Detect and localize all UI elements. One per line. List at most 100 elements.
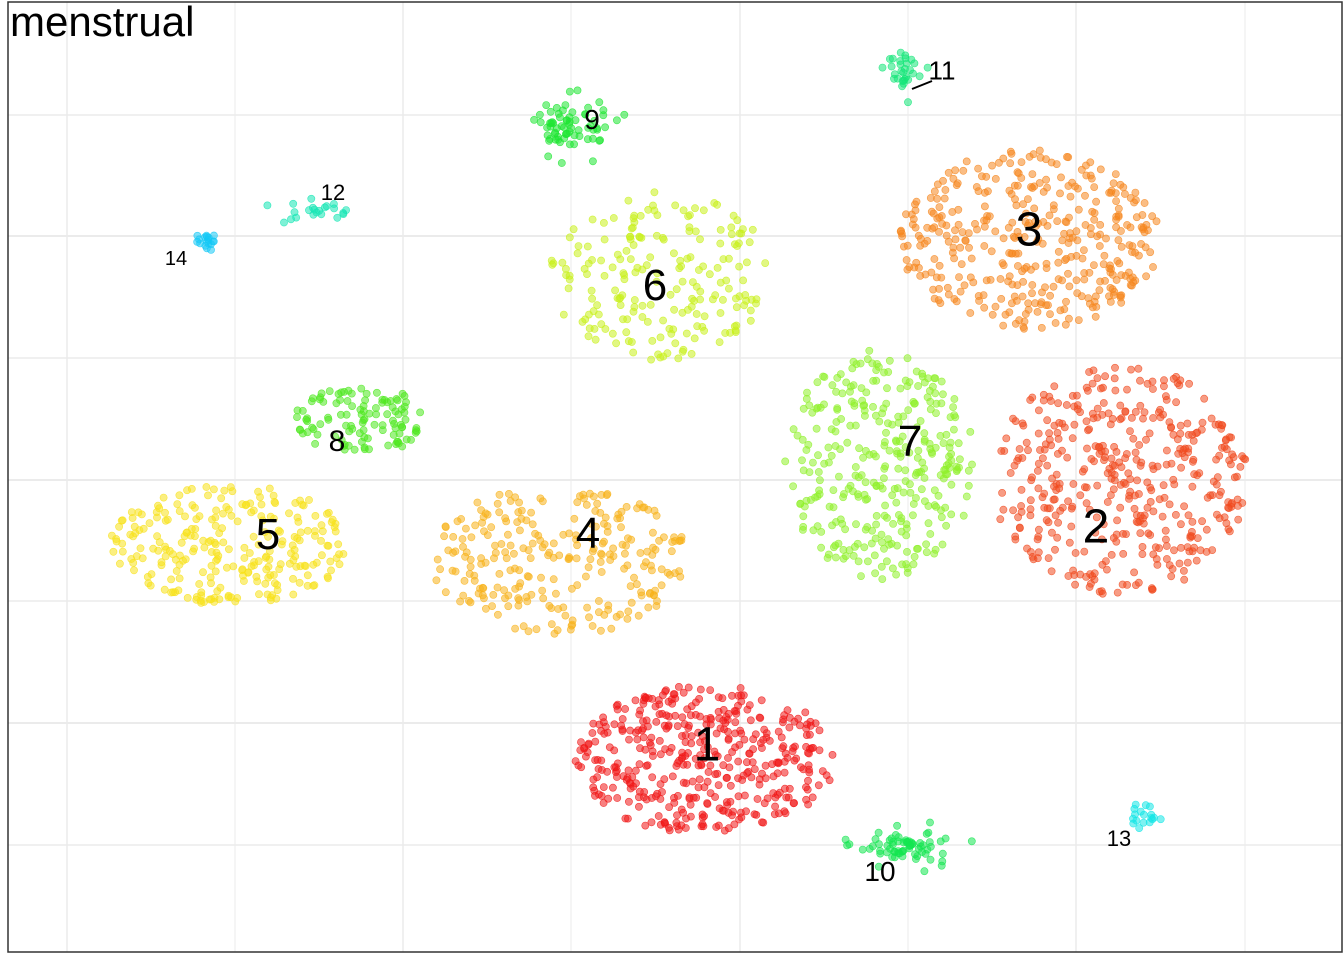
point-cluster-6 bbox=[719, 255, 728, 263]
point-cluster-4 bbox=[649, 543, 657, 552]
point-cluster-7 bbox=[869, 402, 877, 411]
point-cluster-8 bbox=[362, 389, 371, 398]
point-cluster-5 bbox=[155, 538, 164, 547]
point-cluster-5 bbox=[167, 575, 175, 584]
point-cluster-1 bbox=[654, 696, 663, 705]
point-cluster-3 bbox=[1065, 314, 1073, 323]
point-cluster-2 bbox=[1190, 470, 1199, 479]
point-cluster-4 bbox=[549, 539, 558, 548]
point-cluster-7 bbox=[835, 472, 843, 481]
point-cluster-4 bbox=[516, 526, 524, 535]
point-cluster-4 bbox=[645, 589, 654, 598]
point-cluster-3 bbox=[1108, 285, 1117, 294]
point-cluster-2 bbox=[1110, 374, 1119, 383]
point-cluster-6 bbox=[622, 246, 631, 255]
point-cluster-2 bbox=[1176, 376, 1185, 385]
point-cluster-3 bbox=[1057, 173, 1065, 182]
point-cluster-1 bbox=[759, 736, 768, 744]
point-cluster-2 bbox=[1183, 558, 1192, 567]
point-cluster-4 bbox=[600, 519, 608, 528]
point-cluster-4 bbox=[495, 570, 504, 578]
point-cluster-2 bbox=[999, 505, 1008, 514]
point-cluster-7 bbox=[844, 484, 853, 493]
point-cluster-5 bbox=[233, 517, 242, 526]
point-cluster-5 bbox=[175, 507, 184, 515]
point-cluster-8 bbox=[370, 420, 379, 429]
point-cluster-2 bbox=[1162, 392, 1170, 401]
point-cluster-7 bbox=[922, 548, 931, 557]
point-cluster-7 bbox=[857, 572, 865, 580]
point-cluster-3 bbox=[943, 283, 952, 292]
point-cluster-1 bbox=[760, 799, 769, 808]
point-cluster-7 bbox=[880, 544, 888, 553]
point-cluster-7 bbox=[902, 531, 911, 540]
point-cluster-1 bbox=[777, 733, 786, 742]
point-cluster-5 bbox=[129, 559, 138, 567]
point-cluster-3 bbox=[1004, 223, 1013, 232]
point-cluster-7 bbox=[894, 412, 903, 421]
point-cluster-1 bbox=[720, 725, 728, 734]
point-cluster-2 bbox=[1138, 550, 1147, 558]
point-cluster-8 bbox=[347, 389, 356, 398]
point-cluster-4 bbox=[481, 558, 490, 567]
point-cluster-14 bbox=[201, 241, 210, 250]
point-cluster-4 bbox=[596, 558, 605, 566]
point-cluster-2 bbox=[1184, 511, 1193, 520]
point-cluster-4 bbox=[466, 562, 475, 571]
point-cluster-3 bbox=[944, 237, 953, 246]
point-cluster-13 bbox=[1131, 800, 1140, 809]
point-cluster-6 bbox=[695, 266, 703, 274]
point-cluster-4 bbox=[441, 522, 450, 531]
point-cluster-7 bbox=[871, 534, 880, 543]
point-cluster-2 bbox=[1022, 438, 1031, 447]
point-cluster-3 bbox=[1005, 186, 1014, 195]
point-cluster-4 bbox=[511, 493, 519, 502]
point-cluster-1 bbox=[700, 812, 708, 821]
point-cluster-6 bbox=[678, 277, 687, 286]
point-cluster-6 bbox=[727, 223, 736, 232]
point-cluster-2 bbox=[1082, 499, 1091, 508]
point-cluster-3 bbox=[1049, 282, 1058, 291]
point-cluster-9 bbox=[589, 157, 597, 166]
point-cluster-3 bbox=[1146, 248, 1155, 257]
point-cluster-5 bbox=[216, 583, 225, 592]
point-cluster-3 bbox=[1096, 220, 1105, 229]
point-cluster-1 bbox=[758, 744, 766, 752]
point-cluster-3 bbox=[1064, 269, 1072, 278]
point-cluster-1 bbox=[773, 769, 782, 778]
point-cluster-6 bbox=[721, 329, 730, 337]
point-cluster-1 bbox=[779, 742, 788, 751]
point-cluster-4 bbox=[585, 613, 593, 622]
point-cluster-7 bbox=[942, 430, 951, 439]
point-cluster-7 bbox=[929, 382, 937, 391]
point-cluster-11 bbox=[890, 74, 898, 83]
point-cluster-4 bbox=[487, 523, 496, 532]
point-cluster-1 bbox=[757, 696, 766, 705]
point-cluster-2 bbox=[1040, 445, 1049, 454]
point-cluster-5 bbox=[285, 509, 293, 518]
point-cluster-12 bbox=[317, 210, 326, 219]
point-cluster-2 bbox=[1116, 401, 1125, 410]
point-cluster-4 bbox=[568, 584, 576, 593]
point-cluster-2 bbox=[1082, 383, 1091, 392]
point-cluster-5 bbox=[224, 505, 233, 514]
point-cluster-2 bbox=[1180, 575, 1189, 584]
point-cluster-6 bbox=[611, 286, 619, 295]
point-cluster-1 bbox=[652, 718, 661, 726]
point-cluster-1 bbox=[621, 705, 629, 713]
point-cluster-1 bbox=[656, 795, 665, 803]
point-cluster-1 bbox=[612, 768, 620, 777]
point-cluster-7 bbox=[830, 543, 838, 552]
point-cluster-7 bbox=[865, 346, 874, 355]
point-cluster-6 bbox=[725, 284, 733, 293]
point-cluster-4 bbox=[444, 546, 453, 555]
point-cluster-3 bbox=[1149, 263, 1157, 271]
point-cluster-7 bbox=[838, 389, 847, 398]
point-cluster-8 bbox=[359, 426, 368, 434]
point-cluster-4 bbox=[506, 541, 515, 550]
point-cluster-5 bbox=[215, 529, 224, 537]
point-cluster-1 bbox=[687, 739, 696, 748]
point-cluster-4 bbox=[572, 554, 581, 563]
point-cluster-2 bbox=[1175, 559, 1184, 568]
point-cluster-1 bbox=[734, 757, 743, 766]
